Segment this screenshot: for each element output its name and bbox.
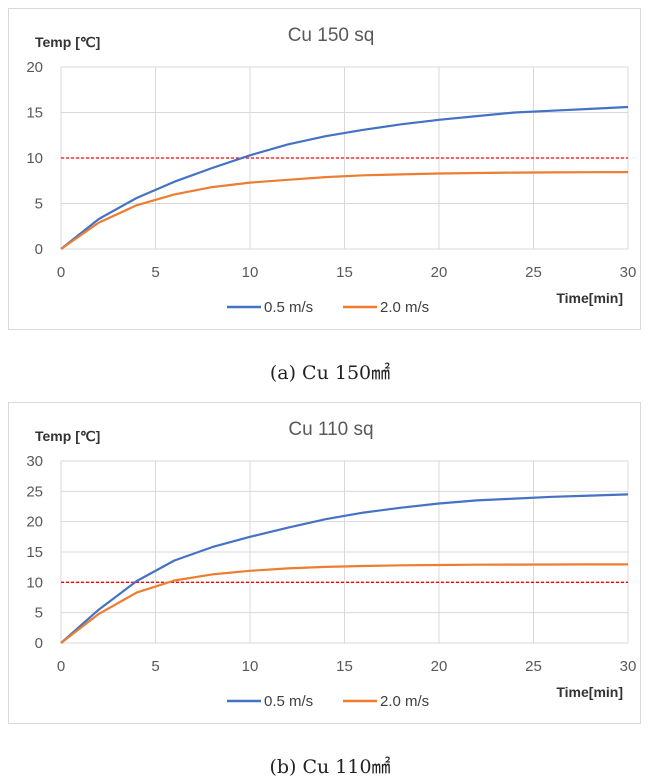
legend-label: 0.5 m/s bbox=[264, 693, 313, 710]
x-tick-label: 5 bbox=[151, 264, 159, 281]
series-line bbox=[60, 171, 629, 250]
series-line bbox=[60, 105, 629, 250]
y-axis-label: Temp [℃] bbox=[35, 34, 100, 50]
caption-a: (a) Cu 150㎟ bbox=[269, 362, 391, 384]
y-axis-label: Temp [℃] bbox=[35, 428, 100, 444]
legend-label: 0.5 m/s bbox=[264, 299, 313, 316]
legend-label: 2.0 m/s bbox=[380, 299, 429, 316]
x-tick-label: 15 bbox=[336, 264, 353, 281]
caption-b: (b) Cu 110㎟ bbox=[269, 756, 391, 778]
y-tick-label: 25 bbox=[26, 483, 43, 500]
chart-a-svg: 0 5 10 15 20 0 5 10 15 20 25 30 Cu 150 sq Temp [℃] Tim… bbox=[26, 25, 637, 316]
x-tick-label: 25 bbox=[525, 264, 542, 281]
chart-title: Cu 110 sq bbox=[288, 419, 373, 440]
x-axis-label: Time[min] bbox=[556, 290, 623, 306]
y-tick-label: 0 bbox=[35, 241, 43, 258]
chart-panel-a: 0 5 10 15 20 0 5 10 15 20 25 30 Cu 150 sq Temp [℃] Tim… bbox=[8, 8, 641, 330]
y-tick-label: 5 bbox=[35, 196, 43, 213]
chart-panel-b: 0 5 10 15 20 25 30 0 5 10 15 20 25 30 Cu 110 sq Temp [℃… bbox=[8, 402, 641, 724]
y-tick-label: 20 bbox=[26, 514, 43, 531]
x-tick-label: 0 bbox=[57, 264, 65, 281]
y-tick-label: 15 bbox=[26, 544, 43, 561]
x-tick-label: 10 bbox=[242, 264, 259, 281]
x-tick-label: 15 bbox=[336, 658, 353, 675]
y-tick-label: 0 bbox=[35, 635, 43, 652]
x-tick-label: 20 bbox=[431, 264, 448, 281]
series-line bbox=[60, 493, 629, 644]
x-axis-label: Time[min] bbox=[556, 684, 623, 700]
x-tick-label: 20 bbox=[431, 658, 448, 675]
y-tick-label: 15 bbox=[26, 105, 43, 122]
legend-label: 2.0 m/s bbox=[380, 693, 429, 710]
x-tick-label: 30 bbox=[620, 264, 637, 281]
x-tick-label: 25 bbox=[525, 658, 542, 675]
y-tick-label: 5 bbox=[35, 605, 43, 622]
y-tick-label: 30 bbox=[26, 453, 43, 470]
x-tick-label: 0 bbox=[57, 658, 65, 675]
series-line bbox=[60, 563, 628, 644]
y-tick-label: 20 bbox=[26, 59, 43, 76]
chart-b-svg: 0 5 10 15 20 25 30 0 5 10 15 20 25 30 Cu 110 sq Temp [℃… bbox=[26, 419, 637, 710]
x-tick-label: 5 bbox=[151, 658, 159, 675]
chart-title: Cu 150 sq bbox=[288, 25, 375, 46]
x-tick-label: 10 bbox=[242, 658, 259, 675]
y-tick-label: 10 bbox=[26, 574, 43, 591]
x-tick-label: 30 bbox=[620, 658, 637, 675]
y-tick-label: 10 bbox=[26, 150, 43, 167]
